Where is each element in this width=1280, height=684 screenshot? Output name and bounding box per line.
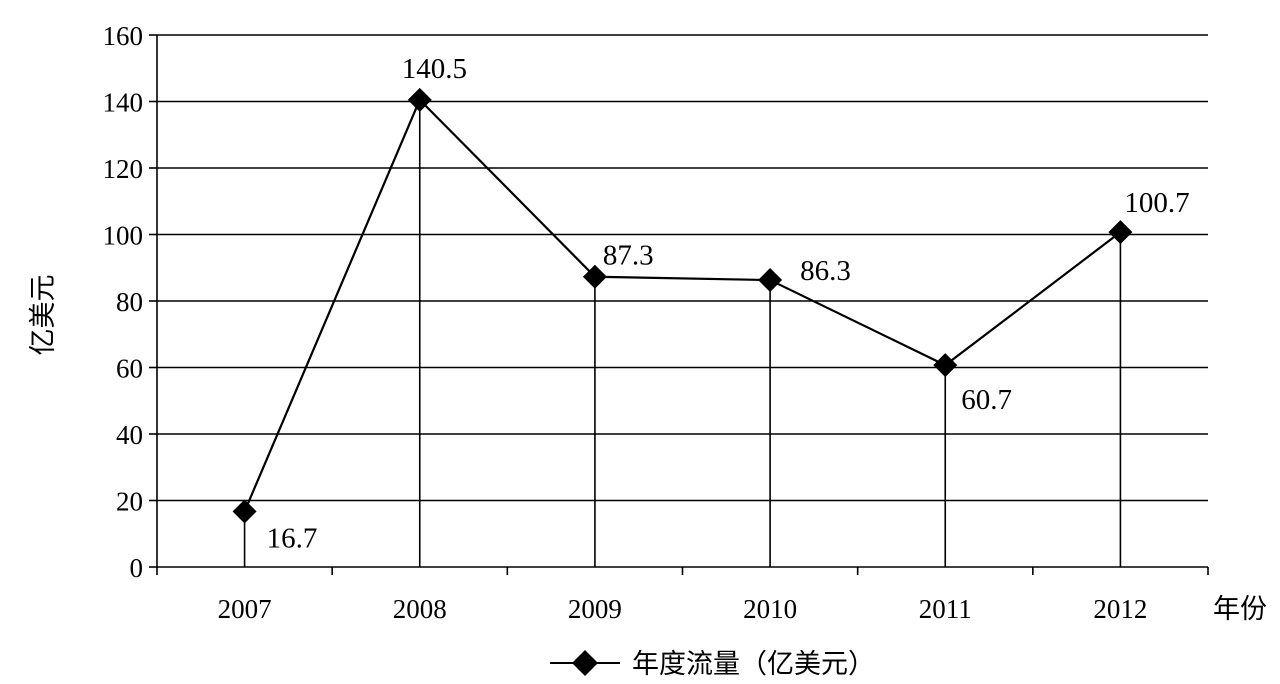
y-tick-label: 120 — [103, 154, 144, 184]
data-label: 100.7 — [1124, 187, 1189, 219]
y-tick-label: 0 — [130, 553, 144, 583]
data-point-marker — [1108, 220, 1133, 245]
x-tick-label: 2008 — [393, 594, 447, 624]
x-tick-label: 2007 — [218, 594, 272, 624]
axes — [149, 34, 1209, 575]
y-tick-label: 80 — [116, 287, 143, 317]
y-tick-label: 20 — [116, 487, 143, 517]
data-label: 16.7 — [267, 522, 318, 554]
x-tick-label: 2011 — [919, 594, 972, 624]
y-axis-label: 亿美元 — [28, 275, 59, 356]
y-tick-labels: 0 20 40 60 80 100 120 140 160 — [103, 21, 144, 583]
data-point-marker — [407, 87, 432, 112]
x-tick-labels: 2007 2008 2009 2010 2011 2012 — [218, 594, 1148, 624]
y-tick-label: 100 — [103, 221, 144, 251]
drop-lines — [243, 99, 1122, 567]
x-tick-label: 2012 — [1093, 594, 1147, 624]
data-label: 87.3 — [603, 240, 654, 272]
series-line — [243, 97, 1122, 512]
series-line-path — [243, 97, 1122, 512]
x-tick-label: 2009 — [568, 594, 622, 624]
y-tick-label: 60 — [116, 354, 143, 384]
data-point-marker — [758, 268, 783, 293]
legend-marker-diamond — [572, 650, 598, 676]
data-label: 60.7 — [961, 384, 1012, 416]
x-tick-label: 2010 — [743, 594, 797, 624]
x-axis-label: 年份 — [1213, 594, 1267, 625]
legend: 年度流量（亿美元） — [550, 649, 875, 680]
data-point-marker — [933, 353, 958, 378]
series-markers — [232, 87, 1133, 524]
data-label: 86.3 — [800, 255, 851, 287]
data-point-marker — [582, 264, 607, 289]
legend-label: 年度流量（亿美元） — [632, 649, 875, 680]
grid-lines — [157, 34, 1208, 502]
y-tick-label: 160 — [103, 21, 144, 51]
data-point-marker — [232, 499, 257, 524]
y-tick-label: 140 — [103, 88, 144, 118]
data-label: 140.5 — [402, 53, 467, 85]
data-labels: 16.7 140.5 87.3 86.3 60.7 100.7 — [267, 53, 1190, 555]
y-tick-label: 40 — [116, 420, 143, 450]
